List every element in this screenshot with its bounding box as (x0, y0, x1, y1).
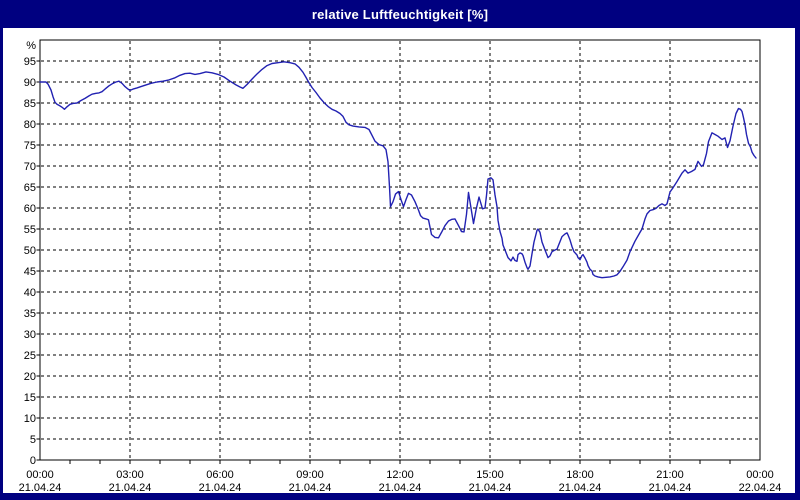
chart-title: relative Luftfeuchtigkeit [%] (311, 6, 489, 22)
chart-panel (3, 28, 795, 493)
title-bar: relative Luftfeuchtigkeit [%] (0, 0, 800, 28)
bottom-bar (0, 493, 800, 500)
